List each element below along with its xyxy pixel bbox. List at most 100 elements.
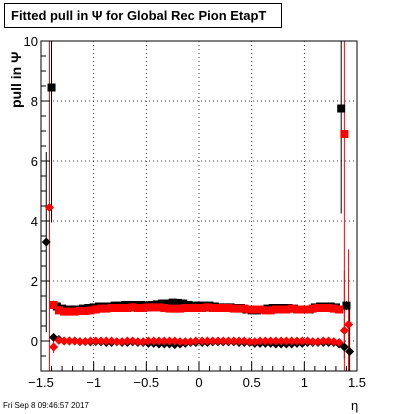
square-marker [49,301,58,309]
diamond-marker [59,336,69,346]
square-marker [329,304,338,313]
y-tick-label: 4 [31,214,38,229]
square-marker [229,304,238,313]
diamond-marker [80,337,90,347]
diamond-marker [154,336,164,346]
square-marker [97,304,106,313]
diamond-marker [86,336,96,346]
square-marker [107,304,116,312]
diamond-marker [345,347,355,356]
y-tick-label: 8 [31,94,38,109]
diamond-marker [250,337,260,347]
diamond-marker [54,335,64,345]
diamond-marker [234,336,244,346]
diamond-marker [308,337,318,347]
square-marker [75,307,84,315]
square-marker [144,303,153,312]
diamond-marker [41,237,51,247]
chart-title: Fitted pull in Ψ for Global Rec Pion Eta… [4,3,282,28]
diamond-marker [133,337,143,347]
diamond-marker [297,336,307,346]
square-marker [91,305,100,314]
diamond-marker [186,337,196,347]
diamond-marker [229,336,239,346]
square-marker [60,307,69,316]
square-marker [70,307,79,316]
square-marker [139,304,148,312]
diamond-marker [122,336,132,346]
square-marker [65,307,74,316]
square-marker [337,104,346,113]
diamond-marker [138,337,148,347]
diamond-marker [344,320,354,329]
square-marker [203,303,212,312]
diamond-marker [101,336,111,346]
square-marker [314,304,323,312]
square-marker [160,304,169,312]
y-tick-label: 2 [31,274,38,289]
diamond-marker [165,336,175,346]
square-marker [149,303,158,312]
square-marker [261,306,270,315]
diamond-marker [260,336,270,346]
diamond-marker [49,342,59,352]
diamond-marker [191,336,201,346]
x-tick-label: 0.5 [243,375,261,390]
square-marker [282,305,291,314]
diamond-marker [339,342,349,352]
square-marker [54,306,63,315]
square-marker [324,304,333,312]
diamond-marker [208,336,218,346]
square-marker [133,304,142,312]
axis-ticks: −1.5 −1 −0.5 0 0.5 1 1.5 0 2 4 6 8 10 [24,34,367,390]
square-marker [170,304,179,313]
square-marker [245,305,254,314]
y-tick-label: 0 [31,334,38,349]
diamond-marker [64,336,74,346]
diamond-marker [292,336,302,346]
y-tick-label: 10 [24,34,38,49]
x-tick-label: −1 [86,375,101,390]
x-tick-label: 0 [195,375,202,390]
square-marker [287,304,296,313]
diamond-marker [281,336,291,346]
square-marker [86,306,95,315]
square-marker [240,304,249,313]
y-axis-label: pull in Ψ [8,52,24,108]
diamond-marker [302,336,312,346]
square-marker [154,303,163,312]
diamond-marker [70,336,80,346]
diamond-marker [324,336,334,346]
square-marker [213,304,222,312]
square-marker [277,305,286,314]
square-marker [340,130,349,138]
diamond-marker [75,337,85,347]
square-marker [224,304,233,312]
diamond-marker [255,336,265,346]
diamond-marker [44,203,54,212]
diamond-marker [218,336,228,346]
square-marker [168,298,177,307]
square-marker [208,304,217,312]
diamond-marker [117,337,127,347]
square-marker [173,298,182,307]
square-marker [163,299,172,308]
diamond-marker [245,337,255,347]
diamond-marker [339,326,349,335]
square-marker [128,303,137,312]
diamond-marker [223,336,233,346]
square-marker [342,301,351,310]
diamond-marker [202,336,212,346]
square-marker [47,83,56,92]
square-marker [256,305,265,314]
square-marker [319,304,328,312]
square-marker [181,304,190,312]
diamond-marker [128,336,138,346]
x-tick-label: 1 [301,375,308,390]
square-marker [191,304,200,312]
square-marker [335,305,344,314]
data-markers [41,83,355,356]
diamond-marker [112,337,122,347]
diamond-marker [266,336,276,346]
